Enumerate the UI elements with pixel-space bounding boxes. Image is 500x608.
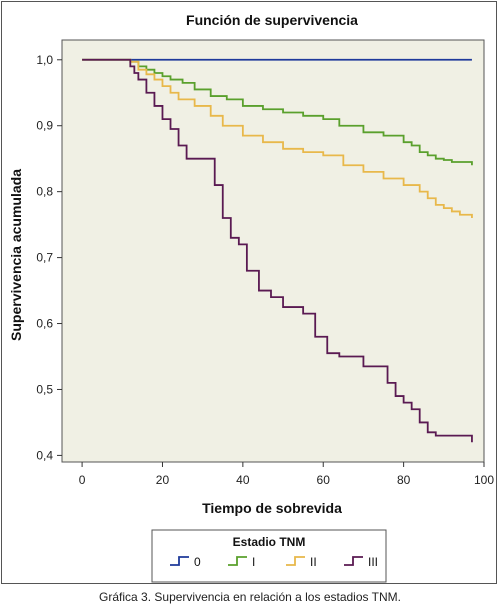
- y-tick-label: 0,4: [36, 448, 53, 462]
- series-layer: [82, 58, 473, 443]
- y-tick-label: 0,7: [36, 251, 53, 265]
- legend-swatch: [286, 556, 305, 566]
- plot-area: [61, 39, 485, 463]
- legend-items: 0 I II III: [170, 555, 378, 569]
- x-tick-label: 100: [474, 473, 494, 487]
- y-tick-label: 1,0: [36, 53, 53, 67]
- chart-title: Función de supervivencia: [186, 12, 358, 28]
- legend-label: III: [368, 555, 378, 569]
- series-line-1: [82, 58, 473, 166]
- series-line-3: [82, 58, 473, 443]
- y-axis-title: Supervivencia acumulada: [8, 169, 24, 341]
- series-line-2: [82, 58, 473, 219]
- legend-label: II: [310, 555, 317, 569]
- y-tick-label: 0,5: [36, 382, 53, 396]
- legend-label: 0: [194, 555, 201, 569]
- x-tick-label: 40: [236, 473, 250, 487]
- figure-caption: Gráfica 3. Supervivencia en relación a l…: [99, 590, 401, 604]
- x-axis-title: Tiempo de sobrevida: [202, 500, 342, 516]
- y-tick-label: 0,6: [36, 317, 53, 331]
- axes: 0 20 40 60 80 100 0,4 0,5 0,6 0,7 0,8 0,9 1,0: [36, 53, 494, 487]
- legend-frame: [151, 529, 387, 583]
- km-survival-chart: Función de supervivencia 0 20 40 60 80 100 0,4…: [8, 12, 494, 583]
- legend-title: Estadio TNM: [233, 535, 306, 549]
- legend-label: I: [252, 555, 255, 569]
- y-tick-label: 0,8: [36, 185, 53, 199]
- x-tick-label: 20: [156, 473, 170, 487]
- x-tick-label: 80: [397, 473, 411, 487]
- x-tick-label: 0: [79, 473, 86, 487]
- y-tick-label: 0,9: [36, 119, 53, 133]
- x-tick-label: 60: [317, 473, 331, 487]
- legend-swatch: [228, 556, 247, 566]
- legend-swatch: [344, 556, 363, 566]
- legend: Estadio TNM 0 I II III: [151, 529, 387, 583]
- legend-swatch: [170, 556, 189, 566]
